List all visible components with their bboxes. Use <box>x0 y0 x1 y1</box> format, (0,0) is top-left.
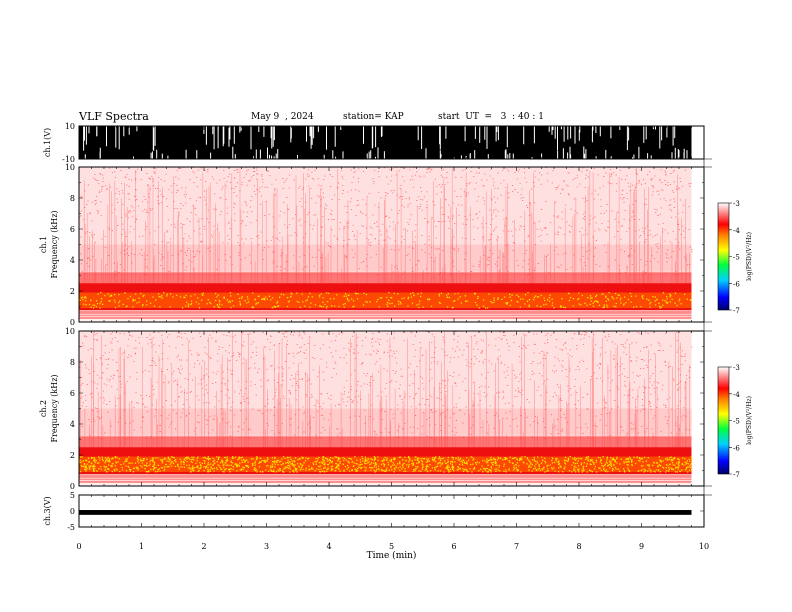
panel-2-ytick-label: 0 <box>70 318 75 327</box>
xtick-label: 9 <box>639 542 644 551</box>
xtick-label: 10 <box>699 542 709 551</box>
panel-3-ytick-label: 2 <box>70 451 75 460</box>
station-label: station= KAP <box>343 112 404 122</box>
ch1-ylabel: ch.1(V) <box>43 128 52 157</box>
panel-gap-marker-2 <box>703 485 712 496</box>
panel-2-xticks <box>78 167 705 322</box>
panel-3-xticks <box>78 331 705 486</box>
panel-4-ytick-label: 5 <box>70 491 75 500</box>
ch2-spectrogram-ylabel: Frequency (kHz) <box>50 374 59 442</box>
panel-gap-marker-0 <box>703 158 712 168</box>
panel-1-xticks <box>78 126 705 159</box>
ch1-waveform-gaps <box>83 126 688 159</box>
panel-1-ytick-label: 10 <box>65 122 75 131</box>
ch1-colorbar <box>717 202 730 311</box>
xtick-label: 3 <box>264 542 269 551</box>
ch1-spectrogram-ylabel: Frequency (kHz) <box>50 210 59 278</box>
panel-4-yticks <box>79 494 704 528</box>
panel-gap-marker-1 <box>703 321 712 332</box>
panel-1-ytick-label: -10 <box>62 155 75 164</box>
xtick-label: 0 <box>76 542 81 551</box>
panel-2-ytick-label: 2 <box>70 287 75 296</box>
ch2-spectrogram-streaks <box>80 331 690 448</box>
panel-2-ytick-label: 10 <box>65 163 75 172</box>
ch3-ylabel: ch.3(V) <box>43 496 52 525</box>
ch1-colorbar-tick: -7 <box>733 307 740 315</box>
ch1-waveform-fill <box>79 126 692 159</box>
ch1-spectrogram-streaks <box>83 167 690 284</box>
panel-2-ytick-label: 8 <box>70 194 75 203</box>
panel-4-xticks <box>78 495 705 527</box>
x-axis-label: Time (min) <box>367 550 417 561</box>
panel-3-ytick-label: 10 <box>65 327 75 336</box>
panel-3-ytick-label: 0 <box>70 482 75 491</box>
xtick-label: 8 <box>576 542 581 551</box>
ch2-colorbar-ticks <box>729 366 732 475</box>
ch1-spectrogram-speckle <box>79 166 693 276</box>
panel-2-ytick-label: 6 <box>70 225 75 234</box>
ch1-colorbar-tick: -3 <box>733 200 740 208</box>
panel-1-yticks <box>79 125 704 160</box>
ch2-colorbar-tick: -3 <box>733 364 740 372</box>
ch2-colorbar-tick: -6 <box>733 444 740 452</box>
ch2-spectrogram-speckle <box>79 330 693 440</box>
ch2-spectrogram-band-5 <box>79 475 692 483</box>
ch2-colorbar-tick: -5 <box>733 418 740 426</box>
panel-4-ytick-label: 0 <box>70 507 75 516</box>
ch1-spectrogram-core <box>79 291 693 309</box>
ch2-spectrogram-ylabel-top: ch.2 <box>39 400 48 417</box>
start-time-label: start UT = 3 : 40 : 1 <box>438 112 544 122</box>
xtick-label: 4 <box>326 542 331 551</box>
xtick-label: 6 <box>451 542 456 551</box>
panel-2-ytick-label: 4 <box>70 256 75 265</box>
panel-2-yticks <box>79 166 704 323</box>
ch1-spectrogram-band-1 <box>79 244 692 276</box>
ch1-colorbar-label: log(PSD)(V²/Hz) <box>746 232 753 281</box>
ch2-spectrogram-core <box>79 455 693 473</box>
ch2-colorbar-label: log(PSD)(V²/Hz) <box>746 396 753 445</box>
xtick-label: 5 <box>389 542 394 551</box>
ch2-spectrogram-band-1 <box>79 408 692 440</box>
ch1-spectrogram-ylabel-top: ch.1 <box>39 236 48 253</box>
chart-title: VLF Spectra <box>79 110 149 123</box>
panel-3-ytick-label: 8 <box>70 358 75 367</box>
panel-4-ytick-label: -5 <box>67 523 75 532</box>
panel-3-ytick-label: 6 <box>70 389 75 398</box>
ch2-colorbar-tick: -7 <box>733 471 740 479</box>
ch1-colorbar-tick: -4 <box>733 227 740 235</box>
ch1-colorbar-tick: -6 <box>733 280 740 288</box>
xtick-label: 1 <box>139 542 144 551</box>
ch2-spectrogram-band-2 <box>79 436 692 449</box>
xtick-label: 7 <box>514 542 519 551</box>
panel-3-yticks <box>79 330 704 487</box>
ch1-colorbar-tick: -5 <box>733 254 740 262</box>
ch1-spectrogram-band-2 <box>79 272 692 285</box>
ch2-colorbar-tick: -4 <box>733 391 740 399</box>
ch1-colorbar-ticks <box>729 202 732 311</box>
ch2-colorbar <box>717 366 730 475</box>
date-label: May 9 , 2024 <box>251 112 314 122</box>
ch3-waveform-trace <box>79 510 692 515</box>
panel-3-ytick-label: 4 <box>70 420 75 429</box>
xtick-label: 2 <box>201 542 206 551</box>
ch1-spectrogram-band-5 <box>79 311 692 319</box>
